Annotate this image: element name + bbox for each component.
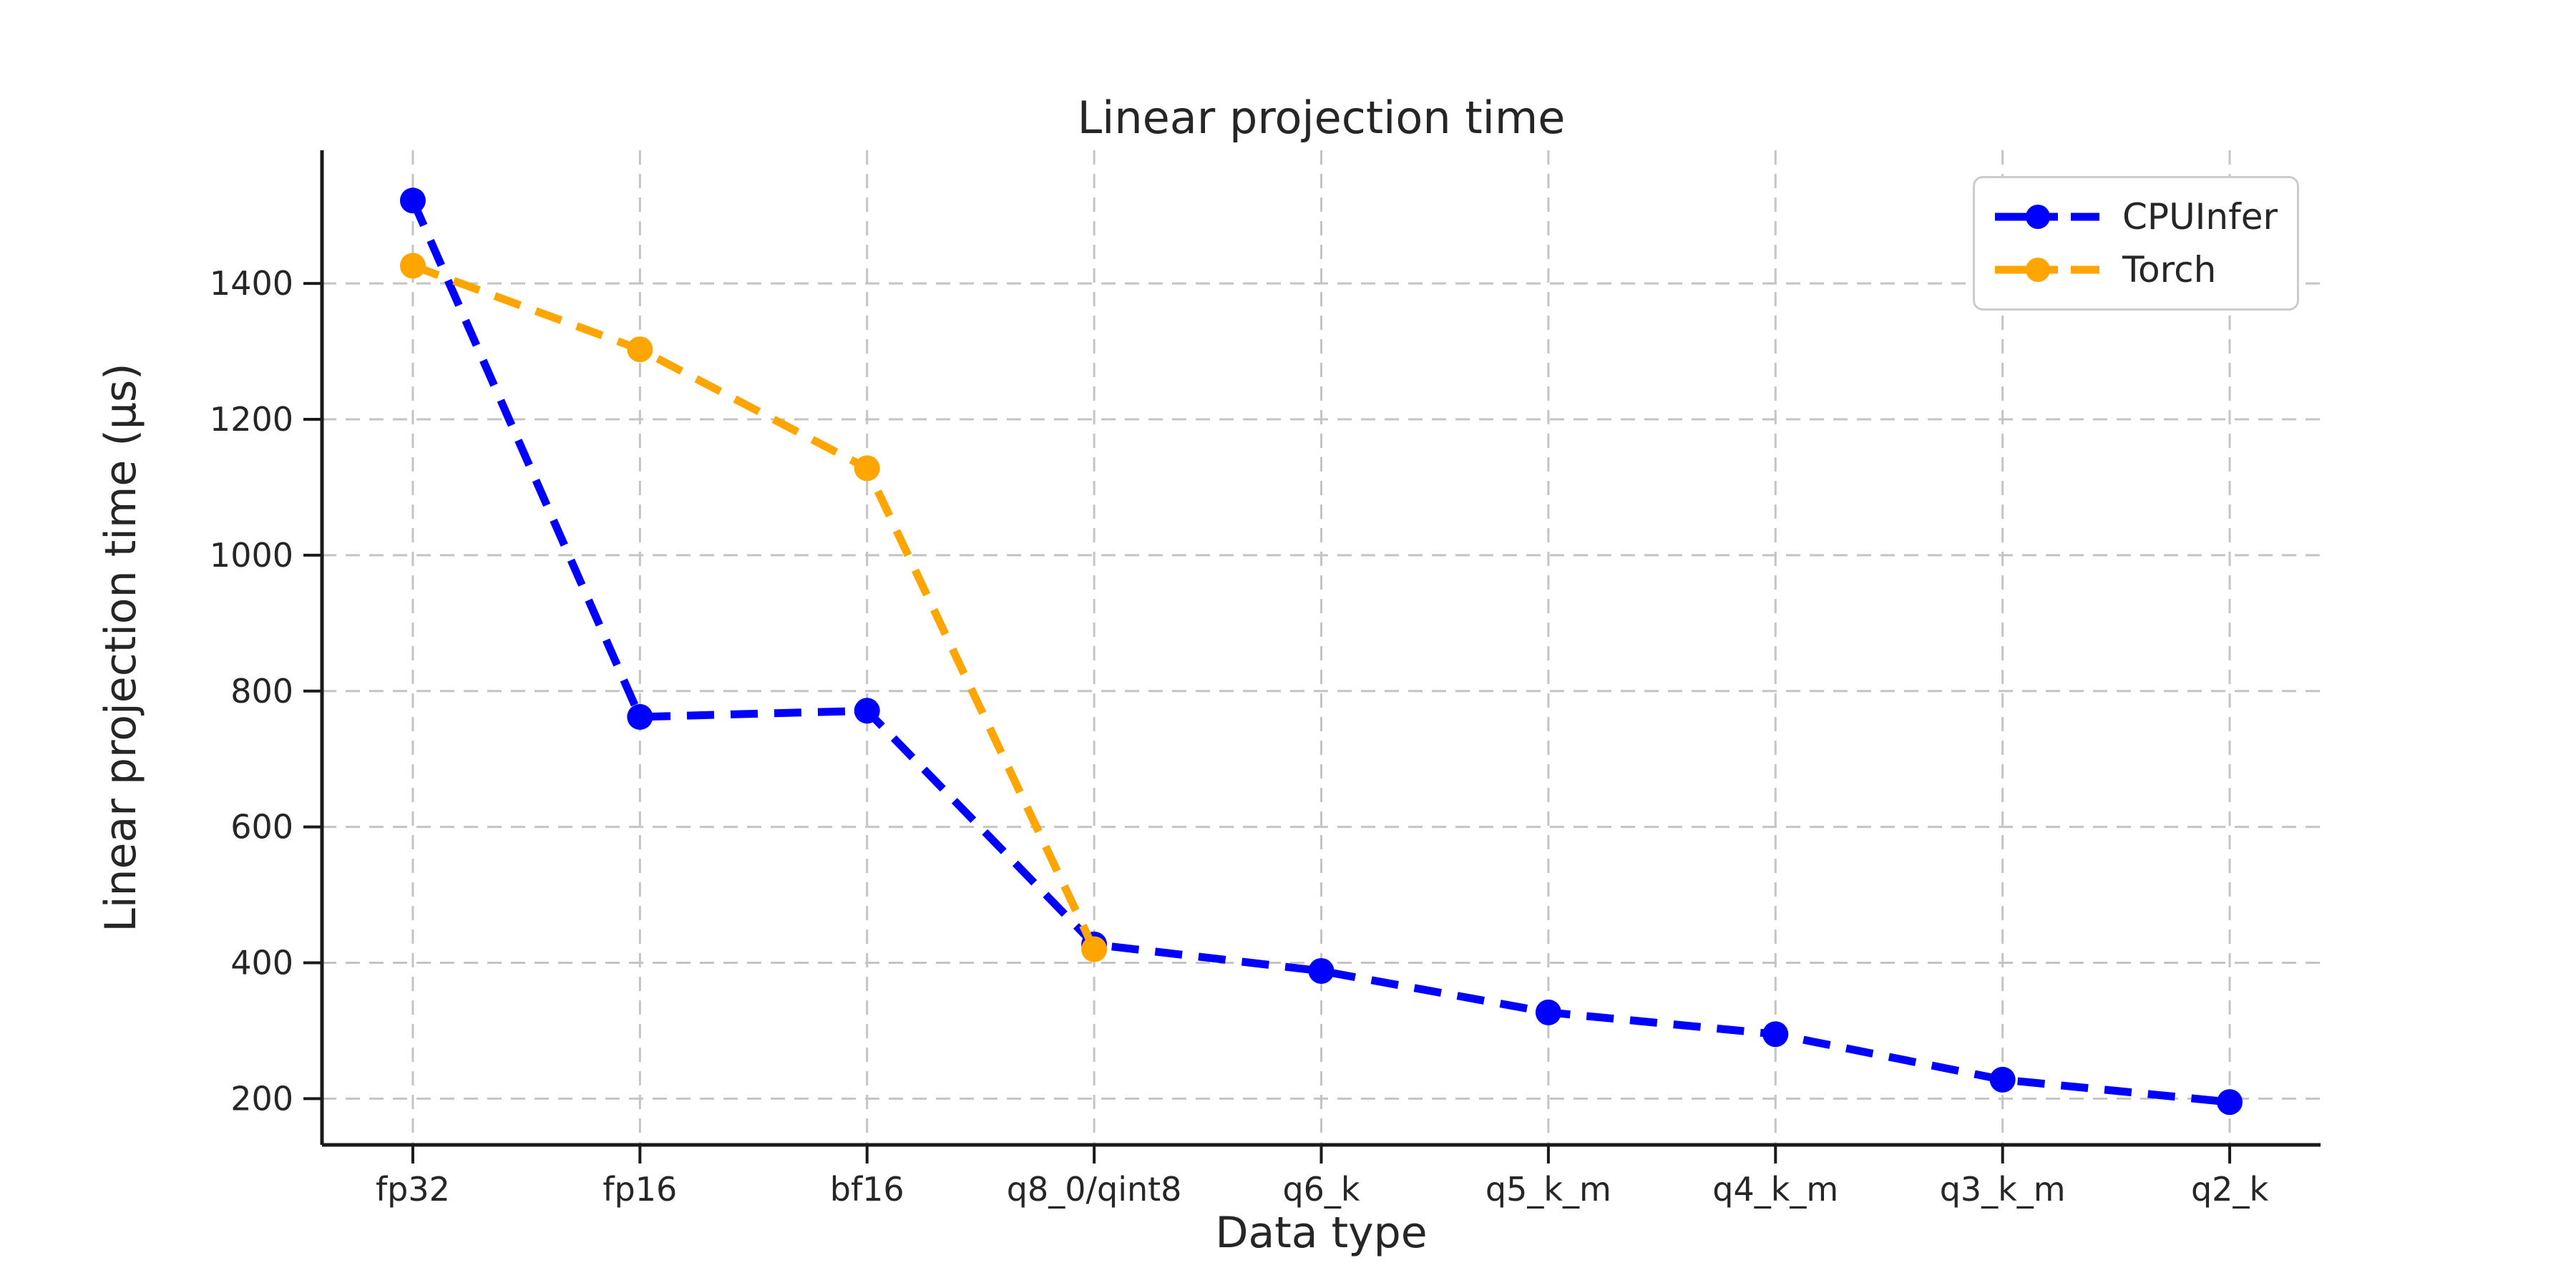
torch-legend-marker xyxy=(2026,257,2050,282)
y-tick-label-1000: 1000 xyxy=(210,536,293,575)
cpuinfer-line-sample-icon xyxy=(1995,205,2099,230)
cpuinfer-marker-fp16 xyxy=(627,703,653,730)
torch-line xyxy=(411,262,1098,951)
x-tick-label-q8_0/qint8: q8_0/qint8 xyxy=(1007,1170,1182,1209)
legend-item-torch: Torch xyxy=(1994,252,2297,288)
cpuinfer-marker-q6_k xyxy=(1308,957,1335,984)
x-tick-label-q4_k_m: q4_k_m xyxy=(1712,1170,1838,1209)
x-tick-label-q3_k_m: q3_k_m xyxy=(1940,1170,2066,1209)
torch-marker-bf16 xyxy=(854,455,880,482)
legend-label-cpuinfer: CPUInfer xyxy=(2122,196,2278,238)
x-tick-label-fp32: fp32 xyxy=(376,1170,450,1209)
torch-marker-q8_0/qint8 xyxy=(1081,936,1108,962)
x-tick-label-bf16: bf16 xyxy=(830,1170,904,1209)
legend-label-torch: Torch xyxy=(2122,248,2217,291)
y-tick-label-400: 400 xyxy=(230,944,293,982)
cpuinfer-legend-marker xyxy=(2026,205,2050,230)
y-tick-label-200: 200 xyxy=(230,1079,293,1118)
chart-title: Linear projection time xyxy=(1077,92,1566,144)
torch-marker-fp32 xyxy=(399,253,426,279)
cpuinfer-marker-q2_k xyxy=(2217,1089,2243,1116)
cpuinfer-marker-bf16 xyxy=(854,698,880,724)
torch-marker-fp16 xyxy=(627,336,653,363)
cpuinfer-marker-fp32 xyxy=(399,187,426,214)
x-tick-label-q5_k_m: q5_k_m xyxy=(1485,1170,1611,1209)
x-tick-label-q6_k: q6_k xyxy=(1282,1170,1360,1209)
x-tick-label-fp16: fp16 xyxy=(602,1170,677,1209)
torch-line-sample-icon xyxy=(1995,257,2099,282)
y-tick-label-1400: 1400 xyxy=(210,264,293,303)
legend: CPUInfer Torch xyxy=(1973,176,2299,311)
y-tick-label-1200: 1200 xyxy=(210,400,293,439)
legend-item-cpuinfer: CPUInfer xyxy=(1994,199,2297,235)
y-tick-label-600: 600 xyxy=(230,808,293,847)
y-tick-label-800: 800 xyxy=(230,672,293,711)
cpuinfer-marker-q3_k_m xyxy=(1989,1066,2016,1093)
cpuinfer-marker-q5_k_m xyxy=(1535,999,1561,1025)
x-axis-label: Data type xyxy=(1215,1208,1428,1258)
x-tick-label-q2_k: q2_k xyxy=(2191,1170,2268,1209)
cpuinfer-marker-q4_k_m xyxy=(1762,1021,1789,1048)
